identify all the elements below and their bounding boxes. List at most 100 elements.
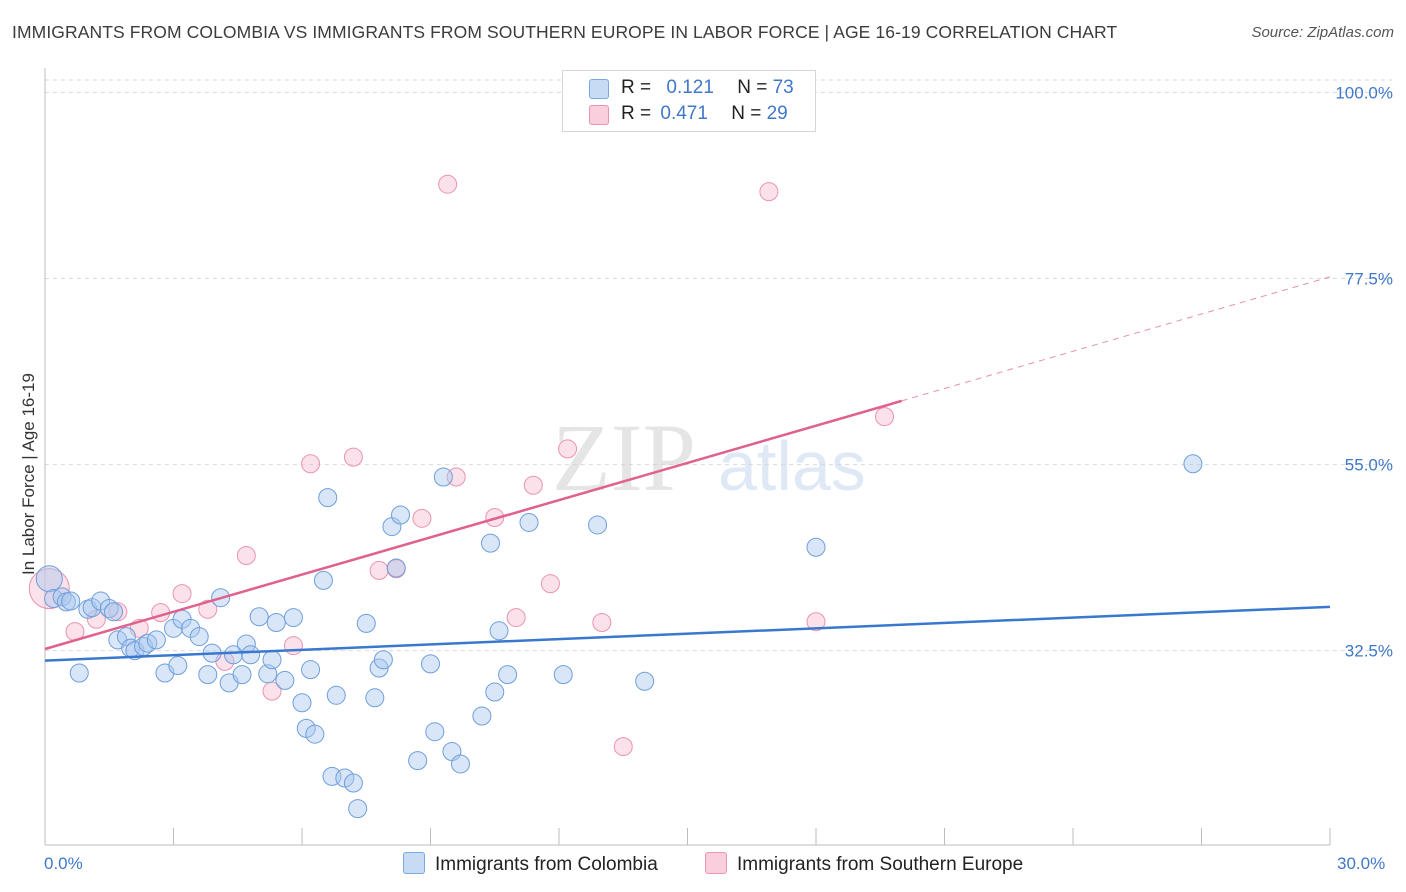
point-colombia — [283, 608, 303, 628]
y-axis-label: In Labor Force | Age 16-19 — [19, 373, 38, 575]
point-colombia — [386, 558, 406, 578]
point-colombia — [356, 613, 376, 633]
point-southern-europe — [613, 737, 633, 757]
point-colombia — [258, 664, 278, 684]
point-colombia — [266, 613, 286, 633]
point-colombia — [249, 607, 269, 627]
point-southern-europe — [523, 475, 543, 495]
point-colombia — [806, 537, 826, 557]
watermark-atlas: atlas — [718, 427, 866, 505]
point-colombia — [450, 754, 470, 774]
point-colombia — [313, 570, 333, 590]
y-tick-labels: 100.0% 77.5% 55.0% 32.5% — [1335, 83, 1393, 660]
point-colombia — [35, 565, 63, 593]
legend-r-label: R = — [621, 77, 652, 98]
point-southern-europe — [438, 174, 458, 194]
watermark-zip: ZIP — [552, 404, 696, 511]
point-colombia — [588, 515, 608, 535]
point-colombia — [69, 663, 89, 683]
legend-r-label: R = — [621, 103, 652, 124]
point-colombia — [301, 660, 321, 680]
point-southern-europe — [28, 568, 70, 610]
point-colombia — [262, 650, 282, 670]
grid-lines — [45, 79, 1392, 652]
point-colombia — [421, 654, 440, 674]
point-southern-europe — [283, 636, 303, 656]
point-colombia — [318, 488, 338, 508]
point-colombia — [241, 645, 261, 665]
y-tick-label: 32.5% — [1345, 642, 1393, 661]
point-colombia — [146, 630, 166, 650]
bottom-legend-colombia: Immigrants from Colombia — [403, 852, 658, 876]
point-colombia — [198, 665, 218, 685]
point-southern-europe — [236, 546, 256, 566]
axes — [44, 68, 1331, 846]
point-colombia — [553, 665, 573, 685]
point-colombia — [391, 505, 411, 525]
series-colombia-points — [35, 454, 1203, 819]
watermark: ZIP atlas — [552, 404, 866, 511]
legend-r-value: 0.121 — [666, 77, 714, 98]
point-colombia — [1183, 454, 1203, 474]
bottom-legend-label-southern-europe: Immigrants from Southern Europe — [737, 854, 1024, 875]
bottom-legend-southern-europe: Immigrants from Southern Europe — [705, 852, 1023, 876]
point-southern-europe — [875, 407, 895, 427]
point-colombia — [275, 670, 295, 690]
trend-lines — [44, 276, 1331, 662]
point-colombia — [485, 682, 505, 702]
point-colombia — [116, 627, 136, 647]
point-southern-europe — [759, 182, 779, 202]
point-southern-europe — [301, 454, 321, 474]
point-colombia — [343, 773, 363, 793]
point-southern-europe — [540, 574, 560, 594]
bottom-legend-swatch-blue — [403, 852, 425, 874]
legend-swatch-blue — [589, 79, 609, 99]
legend-r-value: 0.471 — [660, 103, 708, 124]
point-colombia — [408, 751, 428, 771]
point-colombia — [61, 591, 81, 611]
source-label: Source: ZipAtlas.com — [1251, 24, 1394, 41]
trend-line-southern-europe-extension — [901, 276, 1331, 402]
legend-swatch-pink — [589, 105, 609, 125]
point-colombia — [472, 706, 492, 726]
point-colombia — [425, 722, 445, 742]
point-colombia — [168, 656, 188, 676]
y-tick-label: 100.0% — [1335, 83, 1393, 102]
point-southern-europe — [558, 439, 578, 459]
point-colombia — [498, 665, 518, 685]
legend-n-label: N = — [737, 77, 768, 98]
legend: R = 0.121 N = 73 R = 0.471 N = 29 — [562, 70, 816, 132]
point-colombia — [232, 665, 252, 685]
point-colombia — [480, 533, 500, 553]
legend-n-label: N = — [731, 103, 762, 124]
point-southern-europe — [506, 608, 526, 628]
point-southern-europe — [198, 599, 218, 619]
legend-n-value: 29 — [766, 103, 788, 124]
point-southern-europe — [806, 612, 826, 632]
bottom-legend-label-colombia: Immigrants from Colombia — [435, 854, 658, 875]
legend-n-value: 73 — [772, 77, 794, 98]
point-southern-europe — [412, 508, 432, 528]
point-colombia — [519, 512, 539, 532]
point-colombia — [292, 693, 312, 713]
y-tick-label: 55.0% — [1345, 456, 1393, 475]
point-colombia — [305, 724, 325, 744]
point-colombia — [223, 645, 243, 665]
point-colombia — [348, 799, 368, 819]
point-colombia — [189, 627, 209, 647]
point-colombia — [489, 621, 509, 641]
point-southern-europe — [592, 613, 612, 633]
bottom-legend-swatch-pink — [705, 852, 727, 874]
point-southern-europe — [369, 560, 389, 580]
point-southern-europe — [343, 447, 363, 467]
x-tick-label-max: 30.0% — [1337, 854, 1385, 873]
x-tick-label-min: 0.0% — [44, 854, 83, 873]
point-colombia — [365, 688, 385, 708]
trend-line-southern-europe — [44, 399, 903, 651]
point-colombia — [373, 650, 393, 670]
point-colombia — [635, 671, 655, 691]
point-southern-europe — [172, 584, 192, 604]
point-colombia — [433, 467, 453, 487]
trend-line-colombia — [44, 605, 1331, 662]
